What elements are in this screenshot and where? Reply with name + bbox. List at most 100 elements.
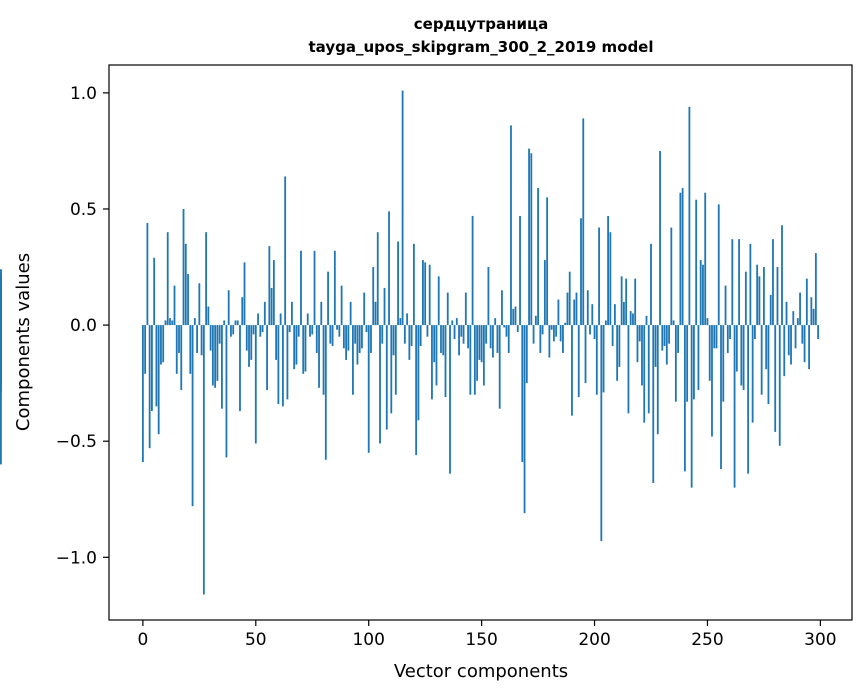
bar-279	[772, 239, 774, 326]
bar-248	[702, 264, 704, 326]
bar-222	[643, 325, 646, 423]
bar-250	[706, 318, 709, 326]
bar-77	[315, 325, 318, 353]
bar-6	[155, 325, 158, 407]
bar-undefined	[0, 269, 2, 326]
bar-287	[790, 325, 792, 365]
bar-32	[214, 325, 217, 388]
bar-181	[550, 325, 553, 330]
bar-145	[469, 325, 472, 395]
bar-283	[781, 225, 783, 326]
bar-43	[239, 325, 241, 411]
bar-153	[487, 267, 490, 326]
bar-55	[266, 325, 268, 391]
bar-239	[681, 188, 684, 326]
bar-7	[157, 325, 160, 435]
bar-197	[586, 290, 589, 326]
bar-234	[670, 227, 673, 326]
bar-136	[449, 325, 451, 474]
bar-11	[166, 232, 169, 326]
bar-230	[661, 325, 664, 351]
bar-187	[564, 322, 567, 326]
bar-65	[288, 325, 291, 333]
bar-217	[632, 313, 634, 326]
bar-123	[419, 325, 422, 346]
bar-272	[756, 264, 759, 326]
bar-229	[659, 150, 661, 326]
bar-92	[349, 301, 352, 326]
bar-223	[645, 315, 648, 326]
bar-243	[690, 325, 693, 488]
bar-205	[604, 320, 607, 326]
bar-3	[148, 325, 151, 449]
bar-245	[695, 199, 698, 326]
bar-38	[227, 290, 230, 326]
bar-51	[257, 313, 259, 326]
x-axis-ticks: 0 50 100 150 200 250 300	[137, 620, 837, 650]
bar-254	[715, 325, 718, 349]
bar-293	[803, 325, 806, 363]
bar-159	[501, 290, 503, 326]
bar-78	[318, 325, 320, 388]
bar-22	[191, 325, 194, 507]
bar-261	[731, 239, 734, 326]
bar-47	[248, 325, 250, 367]
bar-40	[232, 325, 235, 335]
bar-166	[516, 325, 519, 333]
bar-129	[433, 325, 436, 363]
bar-49	[252, 325, 255, 335]
chart-title: сердцутраница	[414, 15, 548, 33]
bar-110	[390, 325, 393, 414]
bar-95	[356, 325, 359, 365]
bar-226	[652, 325, 655, 483]
bar-210	[616, 325, 619, 381]
bar-285	[785, 301, 788, 326]
bar-227	[654, 325, 657, 367]
bar-282	[778, 325, 781, 446]
bar-62	[281, 325, 284, 407]
bar-220	[638, 325, 641, 342]
bar-259	[726, 325, 729, 353]
bar-206	[607, 215, 609, 326]
bar-58	[272, 260, 275, 326]
bar-81	[324, 325, 327, 460]
bar-277	[767, 325, 770, 405]
bar-76	[313, 250, 316, 326]
x-tick-label: 50	[245, 630, 267, 650]
bar-115	[401, 90, 404, 326]
bar-87	[338, 325, 341, 337]
bar-102	[372, 267, 375, 326]
bar-137	[451, 320, 454, 326]
bar-260	[729, 325, 731, 340]
bar-85	[333, 250, 336, 326]
bar-37	[225, 325, 228, 458]
bar-135	[446, 292, 449, 326]
bar-235	[672, 320, 675, 326]
bar-161	[505, 325, 508, 337]
bar-12	[169, 318, 171, 326]
bar-131	[437, 276, 440, 326]
bar-36	[223, 320, 226, 326]
bar-215	[627, 325, 630, 414]
x-tick-label: 0	[137, 630, 148, 650]
x-tick-label: 150	[465, 630, 497, 650]
bar-207	[609, 232, 612, 326]
bar-154	[489, 325, 492, 349]
bar-119	[410, 325, 413, 346]
bars-group	[0, 90, 820, 595]
y-tick-label: 0.0	[70, 316, 97, 336]
bar-143	[464, 292, 467, 326]
bar-18	[182, 208, 185, 326]
bar-173	[532, 325, 535, 344]
bar-67	[293, 325, 296, 370]
x-tick-label: 250	[691, 630, 723, 650]
bar-39	[230, 325, 232, 337]
bar-45	[243, 262, 246, 326]
bar-133	[442, 325, 445, 356]
bar-296	[810, 297, 813, 326]
bar-60	[277, 325, 280, 405]
bar-218	[634, 278, 637, 326]
bar-44	[241, 297, 244, 326]
bar-265	[740, 325, 743, 386]
